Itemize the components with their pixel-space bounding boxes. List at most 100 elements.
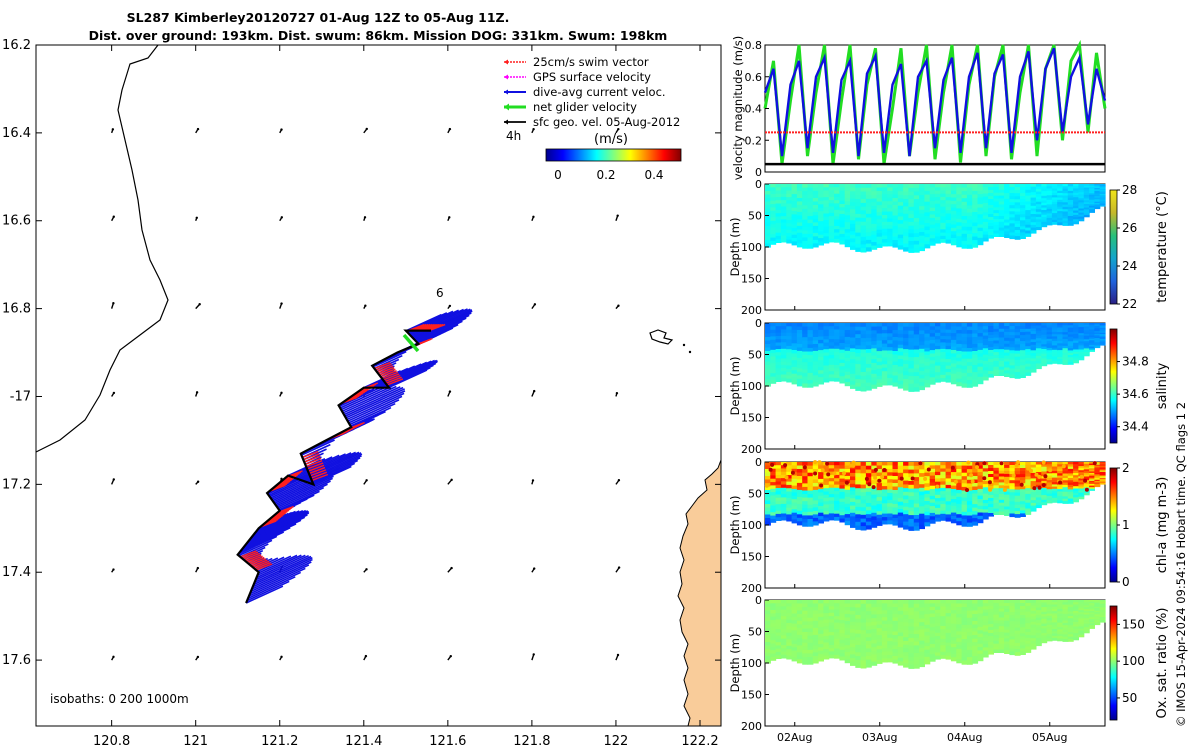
section-cell [887,336,894,341]
section-cell [1041,217,1048,221]
section-cell [807,635,814,640]
section-cell [924,501,931,506]
section-cell [823,210,830,215]
section-cell [780,484,787,489]
section-cell [929,509,936,514]
section-cell [775,342,782,347]
section-cell [1041,495,1048,499]
section-cell [966,187,973,192]
section-cell [844,600,851,605]
section-cell [844,472,851,477]
section-cell [786,616,793,621]
section-ylabel: Depth (m) [728,357,742,416]
section-cell [1009,229,1016,234]
section-cell [988,344,994,348]
current-vector [277,486,325,510]
section-cell [892,184,899,189]
section-cell [1014,341,1021,346]
section-cell [1025,227,1032,232]
section-cell [770,613,777,618]
section-cell [770,475,777,480]
swim-vector [311,473,329,482]
section-cell [823,197,830,201]
section-cell [818,356,824,361]
section-cell [865,386,872,391]
section-cell [876,194,883,199]
section-cell [950,472,957,477]
section-cell [919,367,925,372]
section-cell [1014,362,1021,367]
section-cell [993,620,1000,624]
section-cell [929,650,936,655]
section-cell [860,477,867,482]
section-cell [775,635,782,640]
section-cell [1041,471,1048,475]
section-cell [818,231,824,236]
section-cell [908,503,915,509]
section-cell [982,484,989,488]
section-cell [913,341,920,347]
section-cell [1035,502,1042,506]
section-cell [844,375,851,380]
section-cell [1020,371,1026,375]
section-cell [828,490,835,495]
section-cell [966,621,973,626]
section-cell [1004,204,1010,209]
section-cell [982,622,989,626]
section-cell [972,212,979,217]
section-cell [786,184,793,188]
section-cell [850,523,856,528]
section-cell [876,191,883,196]
section-cell [834,487,840,492]
section-cell [908,360,915,366]
section-cell [807,603,814,608]
section-cell [940,216,947,221]
section-cell [945,329,952,334]
section-cell [876,201,883,206]
section-cell [1030,336,1037,340]
swim-vector [428,323,446,332]
section-cell [839,478,846,483]
section-cell [956,343,963,348]
section-cell [1094,344,1101,347]
section-cell [887,610,894,615]
section-cell [812,229,819,234]
section-cell [929,519,936,524]
chl-sample-dot [982,476,987,481]
geo-arrowhead [195,391,199,394]
section-cell [1035,345,1042,349]
section-cell [913,480,920,486]
section-cell [828,184,835,188]
section-cell [935,349,941,354]
section-cell [828,651,835,656]
section-cell [1057,473,1064,477]
section-cell [945,491,952,496]
section-cell [966,607,973,612]
section-cell [1025,476,1032,480]
section-cell [871,216,878,221]
section-cell [775,190,782,195]
section-cell [812,208,819,213]
section-cell [1004,465,1010,469]
section-cell [929,231,936,236]
section-cell [812,371,819,376]
section-cell [1083,339,1090,342]
section-cell [945,323,952,327]
section-cell [865,622,872,627]
section-cell [993,502,1000,507]
geo-arrowhead [111,128,115,131]
section-cell [860,360,867,366]
section-cell [892,603,899,608]
section-cell [1020,220,1026,224]
section-cell [972,375,979,380]
section-cell [950,613,957,618]
section-cell [807,226,814,231]
current-vector [245,585,284,604]
section-cell [828,355,835,359]
section-cell [1030,333,1037,338]
section-cell [919,217,925,222]
section-cell [791,462,798,466]
swim-vector [252,560,270,569]
section-cell [791,637,798,642]
